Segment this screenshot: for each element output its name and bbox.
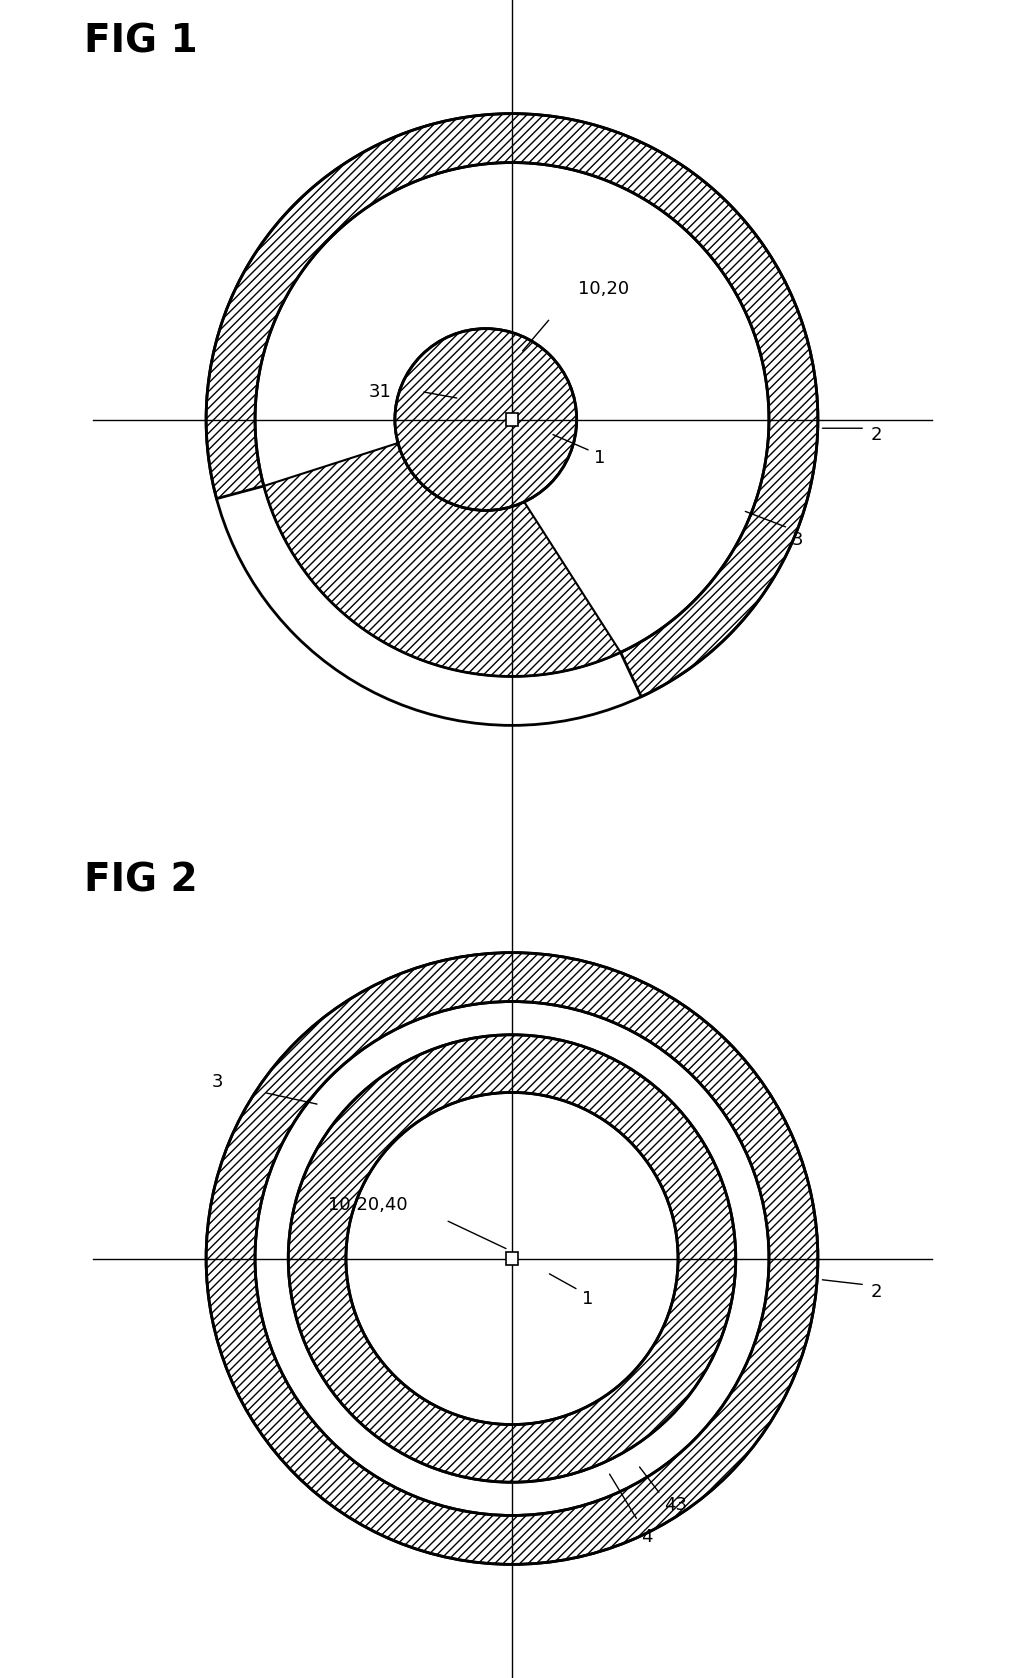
- Text: 10,20,40: 10,20,40: [329, 1195, 409, 1213]
- Bar: [506, 413, 518, 426]
- Text: 4: 4: [641, 1527, 653, 1545]
- Text: 43: 43: [665, 1497, 687, 1514]
- Text: 2: 2: [870, 426, 882, 445]
- Text: 3: 3: [211, 1074, 223, 1091]
- Text: FIG 2: FIG 2: [84, 861, 198, 899]
- Circle shape: [395, 329, 577, 510]
- Text: FIG 1: FIG 1: [84, 22, 198, 60]
- Text: 31: 31: [369, 383, 391, 401]
- Text: 1: 1: [594, 450, 605, 466]
- Polygon shape: [264, 443, 621, 676]
- Bar: [506, 1252, 518, 1265]
- Text: 3: 3: [792, 532, 803, 549]
- Text: 10,20: 10,20: [579, 280, 630, 297]
- Text: 2: 2: [870, 1284, 882, 1300]
- Polygon shape: [206, 114, 818, 696]
- Text: 1: 1: [582, 1290, 593, 1307]
